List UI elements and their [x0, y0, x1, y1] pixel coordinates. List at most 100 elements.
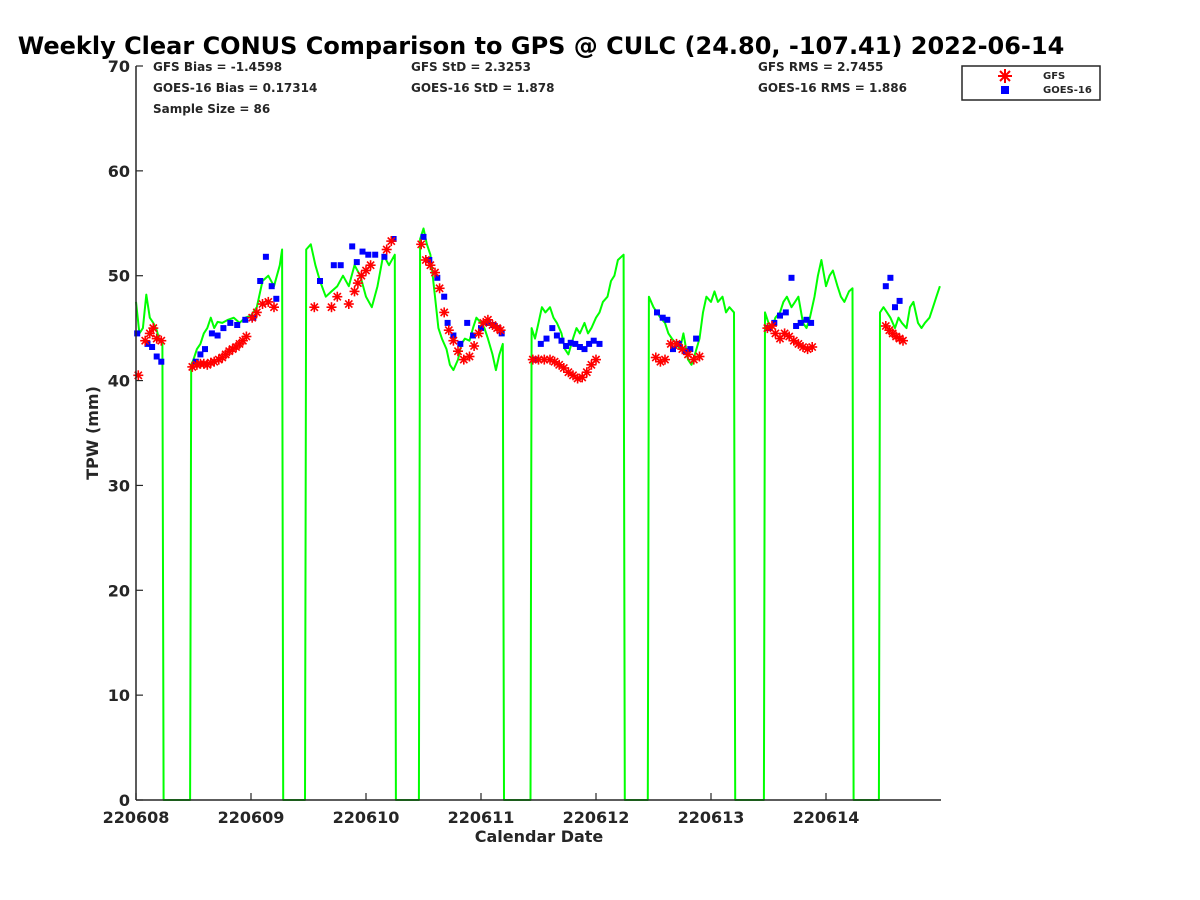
goes-point [659, 314, 666, 321]
goes-point [441, 293, 448, 300]
goes-point [896, 297, 903, 304]
y-tick-label: 50 [108, 267, 130, 286]
goes-point [693, 335, 700, 342]
gfs-point [326, 302, 337, 313]
stat-sample-size: Sample Size = 86 [153, 102, 270, 116]
gfs-point [558, 363, 569, 373]
goes-point [273, 295, 280, 302]
goes-point [777, 312, 783, 319]
gfs-point [386, 236, 397, 247]
goes-point [586, 340, 593, 347]
goes-point [537, 340, 544, 347]
goes-point [192, 358, 199, 365]
y-tick-label: 10 [108, 686, 130, 705]
goes-point [664, 316, 671, 323]
goes-point [470, 332, 476, 339]
goes-point [242, 316, 249, 323]
goes-point [808, 319, 815, 326]
gfs-point [356, 270, 367, 281]
x-tick-label: 220614 [793, 808, 860, 827]
goes-point [268, 283, 275, 290]
goes-point [793, 323, 800, 329]
goes-point [330, 262, 337, 269]
goes-point [234, 322, 241, 328]
goes-point [581, 346, 588, 353]
goes-point [803, 316, 810, 323]
gfs-point [144, 328, 155, 339]
goes-point [543, 335, 550, 342]
gfs-point [349, 286, 360, 297]
gfs-point [448, 335, 459, 346]
goes-point [558, 337, 565, 344]
gfs-point [464, 351, 475, 362]
goes-point [359, 248, 366, 255]
goes-point [567, 339, 574, 346]
goes-point [353, 259, 360, 266]
stat-goes-bias: GOES-16 Bias = 0.17314 [153, 81, 317, 95]
goes-point [444, 319, 451, 326]
gfs-point [241, 331, 252, 342]
legend-label-gfs: GFS [1043, 71, 1065, 82]
goes-point [434, 274, 441, 281]
goes-point [882, 283, 889, 290]
y-tick-label: 40 [108, 372, 130, 391]
legend-label-goes: GOES-16 [1043, 85, 1092, 96]
goes-point [450, 332, 457, 339]
goes-point [654, 309, 660, 316]
goes-point [420, 233, 427, 240]
x-tick-label: 220612 [563, 808, 630, 827]
gfs-point [779, 328, 790, 339]
axes-layer [135, 66, 941, 801]
gfs-point [425, 260, 436, 271]
gfs-point [495, 325, 506, 336]
goes-point [670, 346, 676, 353]
goes-point [365, 251, 372, 258]
gfs-point [434, 283, 445, 294]
goes-point [349, 243, 356, 250]
gfs-point [473, 328, 484, 339]
gfs-point [269, 302, 279, 313]
goes-point [381, 253, 388, 260]
stats-block: GFS Bias = -1.4598 GOES-16 Bias = 0.1731… [153, 60, 907, 116]
goes-point [788, 274, 795, 281]
goes-point [257, 278, 264, 284]
goes-point [590, 337, 597, 344]
gfs-point [416, 239, 427, 250]
gfs-point [660, 354, 670, 365]
stat-gfs-rms: GFS RMS = 2.7455 [758, 60, 883, 74]
gfs-point [581, 367, 592, 378]
gfs-point [453, 346, 463, 357]
goes-point [220, 325, 227, 332]
x-tick-label: 220611 [448, 808, 515, 827]
gfs-point [784, 331, 795, 342]
goes-point [337, 262, 344, 269]
legend-box [961, 65, 1101, 101]
stat-goes-std: GOES-16 StD = 1.878 [411, 81, 554, 95]
gfs-point [807, 342, 818, 352]
x-tick-label: 220609 [218, 808, 285, 827]
goes-point [563, 343, 570, 349]
goes-point [457, 340, 464, 347]
goes-point [262, 253, 269, 260]
gfs-point [343, 299, 354, 309]
goes-point [782, 309, 789, 316]
goes-point [153, 353, 160, 360]
goes-point [227, 319, 234, 326]
goes-point [797, 319, 804, 326]
chart-title: Weekly Clear CONUS Comparison to GPS @ C… [18, 32, 1065, 60]
y-tick-label: 30 [108, 476, 130, 495]
gfs-point [156, 335, 167, 346]
goes-point [149, 344, 156, 350]
y-axis-label: TPW (mm) [83, 386, 102, 480]
gfs-point [140, 335, 151, 346]
gfs-point [443, 325, 454, 336]
legend-gfs-marker [998, 69, 1012, 83]
x-axis-label: Calendar Date [475, 827, 604, 846]
legend-goes-marker [1001, 86, 1009, 94]
y-tick-label: 20 [108, 581, 130, 600]
y-tick-label: 70 [108, 57, 130, 76]
series-gps-line [135, 227, 941, 801]
stat-goes-rms: GOES-16 RMS = 1.886 [758, 81, 907, 95]
ticks-layer: 0 10 20 30 40 50 60 70 220608 220609 220610 220611 2… [103, 57, 860, 827]
